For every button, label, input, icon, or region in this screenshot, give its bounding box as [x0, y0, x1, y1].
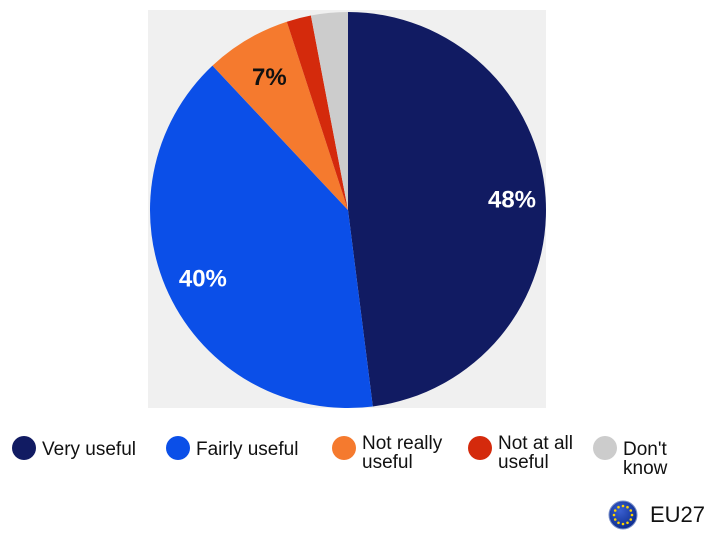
eu-flag-icon [608, 500, 638, 530]
slice-value-label: 7% [252, 64, 287, 91]
legend-item-not-at-all-useful: Not at all useful [468, 434, 573, 472]
pie-slice-2 [150, 65, 373, 408]
pie-slice-3 [212, 21, 348, 210]
region-indicator: EU27 [608, 500, 705, 530]
legend: Very useful Fairly useful Not really use… [0, 434, 712, 478]
slice-value-label: 48% [488, 187, 536, 214]
slice-value-label: 40% [179, 265, 227, 292]
legend-item-very-useful: Very useful [12, 434, 136, 460]
legend-item-dont-know: Don't know [593, 434, 712, 478]
legend-item-fairly-useful: Fairly useful [166, 434, 298, 460]
legend-swatch [468, 436, 492, 460]
legend-label: Fairly useful [196, 439, 299, 460]
legend-swatch [593, 436, 617, 460]
pie-slice-1 [348, 12, 547, 407]
legend-label: Don't know [623, 439, 668, 479]
pie-slice-5 [310, 12, 348, 210]
pie-slices [150, 12, 547, 408]
legend-swatch [12, 436, 36, 460]
legend-label: Very useful [42, 439, 136, 460]
legend-swatch [332, 436, 356, 460]
legend-label: Not really useful [362, 433, 443, 473]
slice-labels: 48% 40% 7% [179, 64, 536, 292]
region-label: EU27 [650, 502, 706, 527]
pie-slice-4 [286, 15, 348, 210]
legend-label: Not at all useful [498, 433, 573, 473]
legend-item-not-really-useful: Not really useful [332, 434, 442, 472]
legend-swatch [166, 436, 190, 460]
